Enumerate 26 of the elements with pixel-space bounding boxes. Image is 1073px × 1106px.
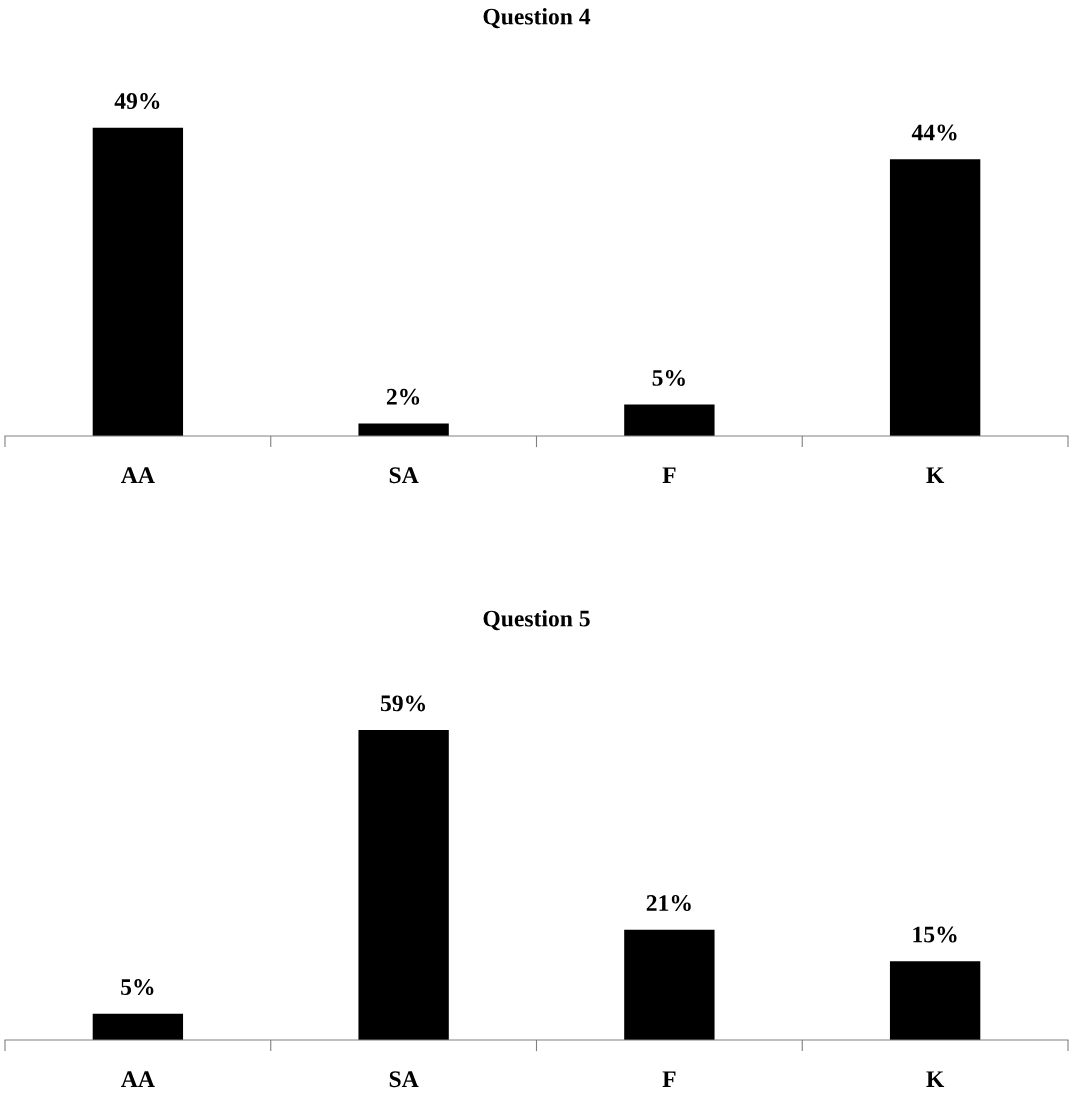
- data-label: 59%: [380, 695, 426, 712]
- x-tick-label: SA: [389, 1071, 419, 1088]
- x-tick-label: SA: [389, 467, 419, 484]
- x-tick-label: K: [926, 467, 945, 483]
- x-tick-label: AA: [121, 467, 155, 483]
- bar: [92, 1013, 184, 1040]
- x-tick-label: AA: [121, 1071, 155, 1087]
- chart-title: Question 5: [483, 609, 590, 631]
- bar: [358, 730, 449, 1040]
- data-label: 49%: [114, 93, 160, 110]
- x-tick-label: F: [662, 467, 676, 483]
- bar: [624, 929, 715, 1040]
- bar: [358, 423, 449, 436]
- bar: [624, 404, 715, 436]
- data-label: 44%: [911, 124, 957, 141]
- data-label: 15%: [913, 926, 957, 943]
- x-tick-label: F: [662, 1071, 676, 1087]
- bar: [889, 961, 981, 1040]
- data-label: 21%: [646, 895, 691, 912]
- data-label: 2%: [386, 388, 420, 405]
- bar: [889, 159, 981, 436]
- data-label: 5%: [652, 369, 685, 386]
- bar: [92, 127, 184, 436]
- x-tick-label: K: [926, 1071, 945, 1087]
- data-label: 5%: [121, 979, 154, 996]
- chart-title: Question 4: [483, 7, 591, 29]
